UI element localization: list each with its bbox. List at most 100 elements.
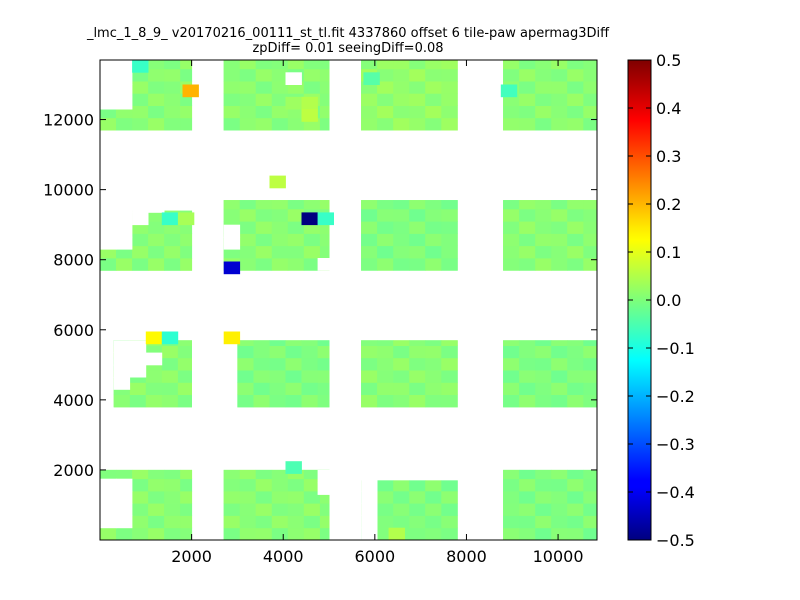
- heatmap-cell: [377, 503, 394, 516]
- heatmap-cell: [551, 515, 568, 529]
- heatmap-cell: [177, 382, 192, 395]
- heatmap-cell: [180, 490, 193, 504]
- heatmap-cell: [164, 515, 181, 529]
- heatmap-cell: [519, 245, 536, 259]
- heatmap-cell: [223, 490, 241, 504]
- heatmap-cell: [441, 60, 458, 70]
- heatmap-cell: [271, 221, 289, 234]
- heatmap-cell: [551, 245, 568, 259]
- heatmap-cell: [148, 221, 165, 234]
- heatmap-cell: [393, 200, 410, 210]
- heatmap-blank-cell: [100, 96, 117, 110]
- heatmap-cell: [551, 503, 568, 516]
- heatmap-cell: [164, 81, 181, 94]
- heatmap-cell: [519, 105, 536, 119]
- heatmap-cell: [551, 490, 568, 504]
- heatmap-cell: [148, 233, 165, 247]
- heatmap-blank-cell: [116, 200, 133, 213]
- heatmap-cell: [583, 258, 597, 271]
- heatmap-cell: [239, 93, 257, 106]
- heatmap-cell: [441, 208, 458, 222]
- heatmap-cell: [164, 478, 181, 492]
- heatmap-cell: [319, 117, 330, 131]
- heatmap-cell: [361, 200, 378, 210]
- heatmap-cell: [551, 68, 568, 82]
- heatmap-blank-cell: [317, 482, 334, 495]
- heatmap-cell: [237, 340, 254, 346]
- heatmap-cell: [567, 208, 584, 222]
- heatmap-cell: [317, 340, 330, 346]
- heatmap-cell: [567, 105, 584, 119]
- heatmap-cell: [361, 258, 378, 271]
- heatmap-cell: [503, 200, 520, 210]
- heatmap-cell: [164, 527, 181, 540]
- heatmap-cell: [425, 60, 442, 70]
- heatmap-cell: [255, 503, 273, 516]
- heatmap-cell: [361, 233, 378, 247]
- heatmap-cell: [271, 490, 289, 504]
- heatmap-cell: [180, 478, 193, 492]
- colorbar-tick-label: 0.0: [656, 291, 681, 310]
- heatmap-cell: [223, 469, 241, 480]
- heatmap-cell: [409, 370, 426, 383]
- heatmap-cell: [148, 60, 165, 70]
- heatmap-cell: [535, 503, 552, 516]
- heatmap-cell: [519, 200, 536, 210]
- heatmap-cell: [287, 60, 305, 70]
- heatmap-cell: [303, 258, 321, 271]
- heatmap-cell: [535, 105, 552, 119]
- heatmap-cell: [425, 208, 442, 222]
- heatmap-cell: [535, 221, 552, 234]
- heatmap-blank-cell: [132, 212, 149, 226]
- heatmap-cell: [519, 81, 536, 94]
- heatmap-cell: [239, 200, 257, 210]
- heatmap-cell: [535, 527, 552, 540]
- heatmap-cell: [393, 357, 410, 371]
- heatmap-cell: [393, 208, 410, 222]
- heatmap-cell: [317, 382, 330, 395]
- heatmap-cell: [269, 340, 286, 346]
- heatmap-cell: [180, 469, 193, 480]
- heatmap-blank-cell: [317, 469, 334, 483]
- heatmap-cell: [535, 357, 552, 371]
- heatmap-blank-cell: [100, 478, 117, 492]
- heatmap-cell: [148, 527, 165, 540]
- heatmap-cell: [503, 245, 520, 259]
- heatmap-cell: [567, 117, 584, 131]
- heatmap-cell: [148, 469, 165, 480]
- heatmap-cell: [409, 60, 426, 70]
- heatmap-cell: [551, 233, 568, 247]
- heatmap-cell: [271, 68, 289, 82]
- heatmap-cell: [377, 93, 394, 106]
- heatmap-cell: [583, 370, 597, 383]
- heatmap-cell: [409, 480, 426, 492]
- heatmap-cell: [255, 208, 273, 222]
- heatmap-cell: [441, 490, 458, 504]
- heatmap-cell: [425, 370, 442, 383]
- heatmap-cell: [132, 515, 149, 529]
- heatmap-cell: [180, 515, 193, 529]
- colorbar-tick-label: −0.3: [656, 435, 695, 454]
- heatmap-cell: [145, 370, 163, 383]
- heatmap-cell: [519, 503, 536, 516]
- heatmap-cell: [535, 200, 552, 210]
- heatmap-cell: [145, 394, 163, 408]
- heatmap-cell: [285, 394, 302, 408]
- heatmap-cell: [239, 490, 257, 504]
- heatmap-blank-cell: [223, 236, 241, 250]
- heatmap-cell: [551, 258, 568, 271]
- heatmap-cell: [377, 357, 394, 371]
- heatmap-cell: [253, 340, 270, 346]
- heatmap-cell: [271, 105, 289, 119]
- heatmap-cell: [239, 503, 257, 516]
- heatmap-cell: [519, 515, 536, 529]
- heatmap-cell: [361, 93, 378, 106]
- heatmap-cell: [361, 394, 378, 408]
- heatmap-cell: [287, 478, 305, 492]
- heatmap-cell: [567, 345, 584, 359]
- heatmap-cell: [271, 117, 289, 131]
- heatmap-cell: [551, 478, 568, 492]
- heatmap-cell: [519, 233, 536, 247]
- heatmap-cell: [287, 221, 305, 234]
- heatmap-cell: [301, 370, 318, 383]
